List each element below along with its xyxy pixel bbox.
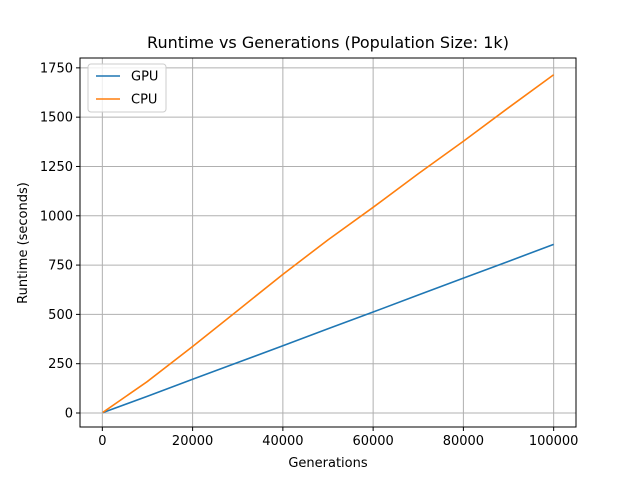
y-tick-label: 250	[48, 357, 73, 372]
x-tick-label: 60000	[352, 434, 393, 449]
y-tick-label: 1500	[40, 111, 73, 126]
series-lines	[102, 74, 555, 414]
y-tick-label: 750	[48, 259, 73, 274]
x-tick-label: 0	[98, 434, 106, 449]
chart-title: Runtime vs Generations (Population Size:…	[147, 33, 509, 52]
legend-label-gpu: GPU	[131, 70, 158, 85]
plot-frame	[79, 57, 577, 428]
axis-ticks: 0 20000 40000 60000 80000 100000 0 250 500 750 100…	[40, 61, 579, 449]
y-tick-label: 500	[48, 308, 73, 323]
x-tick-label: 40000	[262, 434, 303, 449]
series-line-cpu	[102, 74, 555, 414]
x-axis-title: Generations	[288, 456, 368, 471]
y-tick-label: 1250	[40, 160, 73, 175]
x-tick-label: 20000	[172, 434, 213, 449]
legend: GPU CPU	[87, 63, 167, 113]
series-line-gpu	[102, 243, 554, 414]
legend-label-cpu: CPU	[131, 93, 157, 108]
y-tick-label: 0	[65, 406, 73, 421]
x-tick-label: 100000	[529, 434, 579, 449]
y-tick-label: 1000	[40, 209, 73, 224]
y-tick-label: 1750	[40, 61, 73, 76]
y-axis-title: Runtime (seconds)	[16, 182, 31, 304]
x-tick-label: 80000	[443, 434, 484, 449]
grid	[80, 58, 576, 427]
